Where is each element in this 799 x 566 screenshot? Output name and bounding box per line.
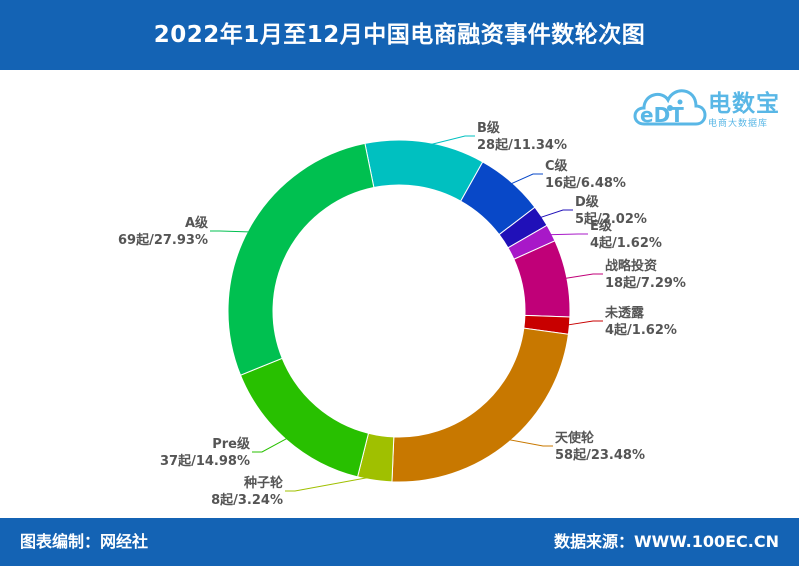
slice-0 — [364, 139, 484, 202]
slice-name-label-0: B级 — [477, 120, 501, 136]
logo-name: 电数宝 — [708, 91, 780, 117]
slice-value-label-8: 37起/14.98% — [160, 453, 250, 469]
logo-tagline: 电商大数据库 — [708, 119, 769, 129]
logo-mark: eDT — [640, 103, 684, 127]
slice-value-label-7: 8起/3.24% — [211, 492, 283, 508]
leader-line-7 — [285, 475, 376, 492]
cloud-logo-icon: eDT — [633, 89, 707, 127]
chart-title: 2022年1月至12月中国电商融资事件数轮次图 — [153, 22, 646, 48]
slice-value-label-9: 69起/27.93% — [118, 232, 208, 248]
leader-line-5 — [565, 320, 603, 326]
donut-chart: B级28起/11.34%C级16起/6.48%D级5起/2.02%E级4起/1.… — [118, 120, 686, 508]
slice-name-label-7: 种子轮 — [243, 475, 283, 491]
slice-value-label-3: 4起/1.62% — [590, 235, 662, 251]
slice-name-label-5: 未透露 — [604, 305, 645, 321]
slice-name-label-2: D级 — [575, 194, 600, 210]
leader-line-1 — [508, 173, 543, 186]
slice-name-label-6: 天使轮 — [555, 430, 594, 446]
slice-name-label-1: C级 — [545, 158, 569, 174]
footer-credit: 图表编制：网经社 — [20, 532, 149, 551]
leader-line-2 — [537, 209, 573, 219]
leader-line-8 — [252, 436, 290, 453]
slice-8 — [239, 357, 370, 478]
footer-source: 数据来源：WWW.100EC.CN — [553, 532, 779, 551]
slice-name-label-8: Pre级 — [212, 436, 251, 452]
slice-value-label-4: 18起/7.29% — [605, 275, 686, 291]
leader-line-9 — [210, 230, 252, 233]
slice-name-label-3: E级 — [590, 218, 613, 234]
slice-value-label-5: 4起/1.62% — [605, 322, 677, 338]
leader-line-4 — [562, 273, 603, 280]
slice-9 — [227, 142, 375, 376]
slice-value-label-2: 5起/2.02% — [575, 211, 647, 227]
leader-line-0 — [424, 135, 475, 147]
leader-line-3 — [547, 233, 588, 236]
header-bar: 2022年1月至12月中国电商融资事件数轮次图 — [0, 0, 799, 70]
slice-name-label-4: 战略投资 — [605, 258, 657, 274]
footer-bar: 图表编制：网经社 数据来源：WWW.100EC.CN — [0, 518, 799, 566]
slice-value-label-1: 16起/6.48% — [545, 175, 626, 191]
slice-value-label-6: 58起/23.48% — [555, 447, 645, 463]
slice-6 — [391, 327, 569, 483]
slice-name-label-9: A级 — [185, 215, 209, 231]
brand-logo: eDT 电数宝 电商大数据库 — [630, 78, 795, 140]
leader-line-6 — [506, 438, 553, 447]
slice-value-label-0: 28起/11.34% — [477, 137, 567, 153]
